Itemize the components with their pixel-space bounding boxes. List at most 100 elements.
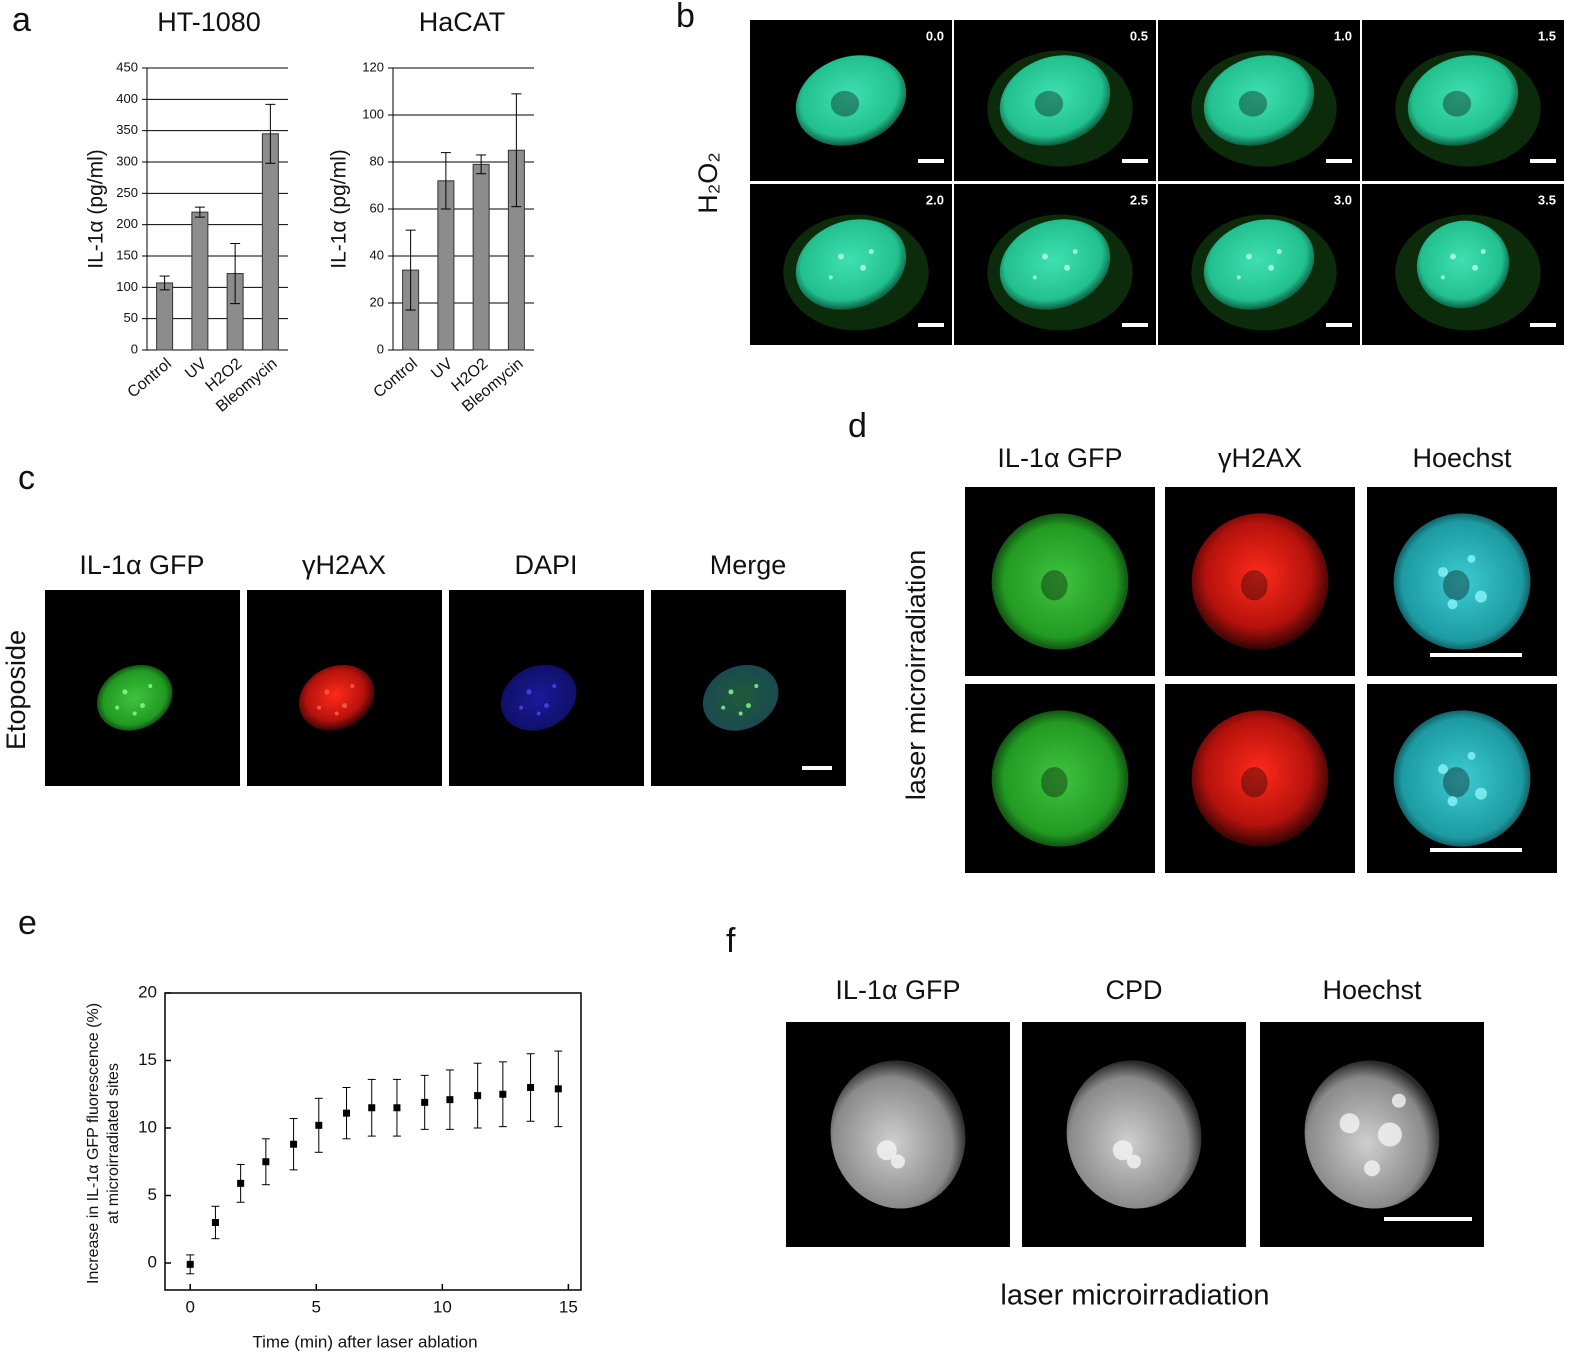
x-tick-label: 0	[185, 1297, 194, 1316]
bar	[156, 282, 174, 351]
x-tick-label: 10	[433, 1297, 452, 1316]
time-label: 3.5	[1538, 192, 1556, 207]
chart-title: HT-1080	[157, 7, 261, 37]
spot	[115, 705, 120, 710]
spot	[828, 275, 833, 280]
spot	[746, 703, 751, 709]
x-tick-label: Control	[370, 355, 420, 401]
nucleus	[1416, 220, 1510, 309]
nucleus	[702, 664, 779, 731]
spot	[317, 705, 322, 710]
nucleus	[1191, 710, 1329, 847]
panel-letter: e	[18, 904, 37, 942]
y-tick-label: 0	[148, 1252, 157, 1271]
spot	[342, 703, 347, 709]
x-axis-label: Time (min) after laser ablation	[252, 1332, 477, 1351]
spot	[837, 253, 844, 260]
spot	[140, 703, 145, 709]
y-axis-label: IL-1α (pg/ml)	[328, 149, 351, 269]
panel-letter: f	[726, 922, 736, 960]
spot	[891, 1154, 905, 1169]
spot	[1064, 264, 1071, 271]
column-label: IL-1α GFP	[835, 975, 960, 1005]
spot	[1268, 264, 1275, 271]
spot	[1467, 554, 1476, 563]
spot	[1467, 751, 1476, 760]
nucleolus	[1041, 570, 1068, 601]
y-axis-label: at microirradiated sites	[105, 1063, 122, 1224]
spot	[876, 1140, 897, 1161]
point	[554, 1085, 562, 1093]
spot	[721, 705, 726, 710]
column-label: Merge	[710, 550, 787, 580]
column-label: γH2AX	[302, 550, 386, 580]
column-label: γH2AX	[1218, 443, 1302, 473]
column-label: IL-1α GFP	[997, 443, 1122, 473]
spot	[132, 711, 137, 716]
nucleus	[500, 664, 577, 731]
y-tick-label: 200	[116, 216, 138, 231]
nucleus	[795, 219, 907, 310]
nucleolus	[1241, 767, 1268, 798]
spot	[1364, 1160, 1380, 1177]
nucleus	[991, 710, 1129, 847]
spot	[1245, 253, 1252, 260]
spot	[1447, 796, 1458, 807]
point	[315, 1121, 323, 1129]
spot	[868, 249, 874, 255]
spot	[1041, 253, 1048, 260]
row-label: H₂O₂	[693, 152, 723, 213]
y-axis-label: Increase in IL-1α GFP fluorescence (%)	[85, 1003, 102, 1284]
y-axis-label: IL-1α (pg/ml)	[85, 149, 108, 269]
point	[343, 1109, 351, 1117]
point	[499, 1090, 507, 1098]
time-label: 0.0	[926, 28, 944, 43]
spot	[1449, 253, 1456, 260]
bar	[261, 133, 279, 351]
y-tick-label: 450	[116, 59, 138, 74]
y-tick-label: 60	[370, 200, 384, 215]
y-tick-label: 250	[116, 185, 138, 200]
nucleus	[1203, 219, 1315, 310]
spot	[526, 689, 532, 695]
y-tick-label: 5	[148, 1185, 157, 1204]
y-tick-label: 20	[138, 982, 157, 1001]
nucleus	[999, 219, 1111, 310]
spot	[334, 711, 339, 716]
spot	[1112, 1140, 1133, 1161]
nucleus	[1304, 1060, 1440, 1209]
row-label: laser microirradiation	[901, 550, 931, 801]
point	[393, 1104, 401, 1112]
time-label: 3.0	[1334, 192, 1352, 207]
column-label: IL-1α GFP	[79, 550, 204, 580]
spot	[1475, 590, 1487, 603]
spot	[1480, 249, 1486, 255]
nucleolus	[1442, 90, 1472, 117]
spot	[536, 711, 541, 716]
spot	[519, 705, 524, 710]
time-label: 2.5	[1130, 192, 1148, 207]
time-label: 1.0	[1334, 28, 1352, 43]
spot	[1438, 764, 1448, 775]
panel-letter: c	[18, 459, 35, 497]
spot	[1391, 1093, 1406, 1108]
nucleolus	[1241, 570, 1268, 601]
y-tick-label: 400	[116, 91, 138, 106]
column-label: Hoechst	[1412, 443, 1512, 473]
y-tick-label: 150	[116, 247, 138, 262]
spot	[1339, 1113, 1360, 1134]
x-tick-label: 5	[312, 1297, 321, 1316]
spot	[1072, 249, 1078, 255]
y-tick-label: 120	[362, 59, 384, 74]
nucleus	[999, 55, 1111, 146]
spot	[1440, 275, 1445, 280]
y-tick-label: 40	[370, 247, 384, 262]
y-tick-label: 50	[124, 310, 138, 325]
time-label: 0.5	[1130, 28, 1148, 43]
nucleolus	[1443, 767, 1470, 798]
x-tick-label: 15	[559, 1297, 578, 1316]
point	[368, 1104, 376, 1112]
spot	[1032, 275, 1037, 280]
y-tick-label: 0	[131, 341, 138, 356]
